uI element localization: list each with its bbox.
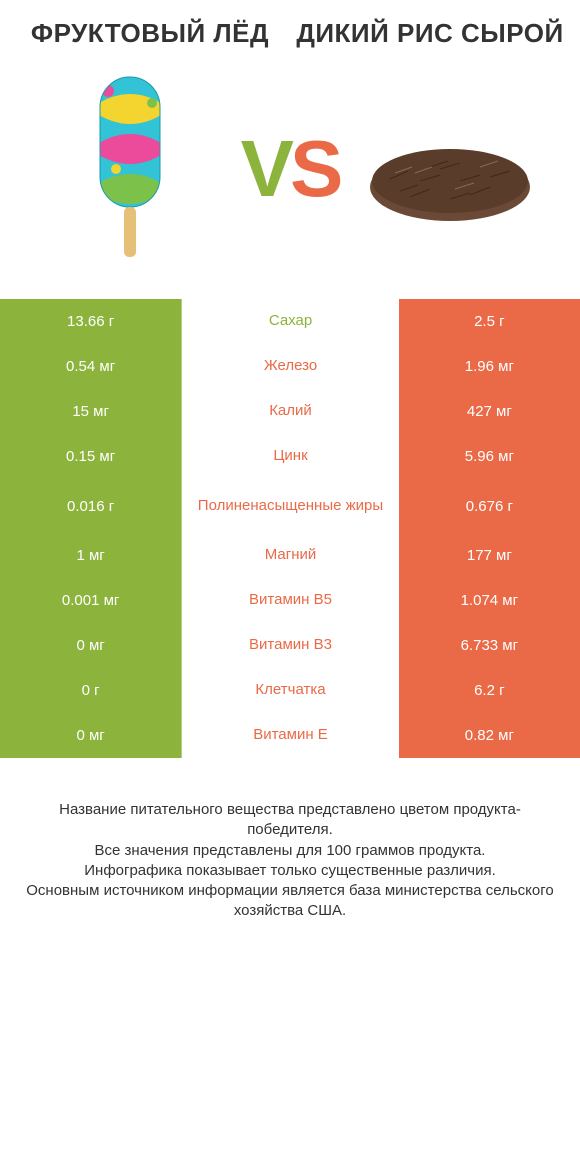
hero: VS: [0, 49, 580, 299]
table-row: 0 гКлетчатка6.2 г: [0, 668, 580, 713]
cell-left: 0 мг: [0, 623, 182, 668]
cell-left: 15 мг: [0, 389, 182, 434]
cell-right: 1.074 мг: [399, 578, 580, 623]
footer-line: Все значения представлены для 100 граммо…: [18, 841, 562, 861]
footer-line: Инфографика показывает только существенн…: [18, 861, 562, 881]
table-row: 0.15 мгЦинк5.96 мг: [0, 434, 580, 479]
cell-right: 1.96 мг: [399, 344, 580, 389]
cell-right: 6.733 мг: [399, 623, 580, 668]
footer-line: Название питательного вещества представл…: [18, 800, 562, 841]
cell-left: 0.016 г: [0, 479, 182, 533]
cell-nutrient: Калий: [182, 389, 398, 434]
header-left: ФРУКТОВЫЙ ЛЁД: [10, 18, 290, 49]
table-row: 0.001 мгВитамин B51.074 мг: [0, 578, 580, 623]
wild-rice-image: [360, 69, 540, 269]
table-row: 15 мгКалий427 мг: [0, 389, 580, 434]
header: ФРУКТОВЫЙ ЛЁД ДИКИЙ РИС СЫРОЙ: [0, 0, 580, 49]
cell-nutrient: Клетчатка: [182, 668, 398, 713]
cell-right: 6.2 г: [399, 668, 580, 713]
vs-s: S: [290, 124, 339, 213]
cell-left: 0.54 мг: [0, 344, 182, 389]
cell-left: 1 мг: [0, 533, 182, 578]
cell-left: 0 мг: [0, 713, 182, 758]
table-row: 0.54 мгЖелезо1.96 мг: [0, 344, 580, 389]
left-title: ФРУКТОВЫЙ ЛЁД: [10, 18, 290, 49]
cell-right: 0.676 г: [399, 479, 580, 533]
table-row: 0 мгВитамин E0.82 мг: [0, 713, 580, 758]
table-row: 0.016 гПолиненасыщенные жиры0.676 г: [0, 479, 580, 533]
cell-right: 5.96 мг: [399, 434, 580, 479]
footer-notes: Название питательного вещества представл…: [0, 758, 580, 922]
cell-right: 2.5 г: [399, 299, 580, 344]
header-right: ДИКИЙ РИС СЫРОЙ: [290, 18, 570, 49]
cell-left: 13.66 г: [0, 299, 182, 344]
cell-nutrient: Полиненасыщенные жиры: [182, 479, 398, 533]
cell-left: 0 г: [0, 668, 182, 713]
table-row: 0 мгВитамин B36.733 мг: [0, 623, 580, 668]
cell-nutrient: Витамин B3: [182, 623, 398, 668]
cell-nutrient: Витамин E: [182, 713, 398, 758]
table-row: 1 мгМагний177 мг: [0, 533, 580, 578]
vs-label: VS: [241, 123, 340, 215]
cell-right: 0.82 мг: [399, 713, 580, 758]
cell-nutrient: Магний: [182, 533, 398, 578]
right-title: ДИКИЙ РИС СЫРОЙ: [290, 18, 570, 49]
cell-nutrient: Сахар: [182, 299, 398, 344]
vs-v: V: [241, 124, 290, 213]
cell-right: 177 мг: [399, 533, 580, 578]
comparison-table: 13.66 гСахар2.5 г0.54 мгЖелезо1.96 мг15 …: [0, 299, 580, 758]
footer-line: Основным источником информации является …: [18, 881, 562, 922]
cell-nutrient: Витамин B5: [182, 578, 398, 623]
popsicle-image: [40, 69, 220, 269]
cell-nutrient: Цинк: [182, 434, 398, 479]
cell-left: 0.001 мг: [0, 578, 182, 623]
cell-left: 0.15 мг: [0, 434, 182, 479]
cell-right: 427 мг: [399, 389, 580, 434]
table-row: 13.66 гСахар2.5 г: [0, 299, 580, 344]
cell-nutrient: Железо: [182, 344, 398, 389]
